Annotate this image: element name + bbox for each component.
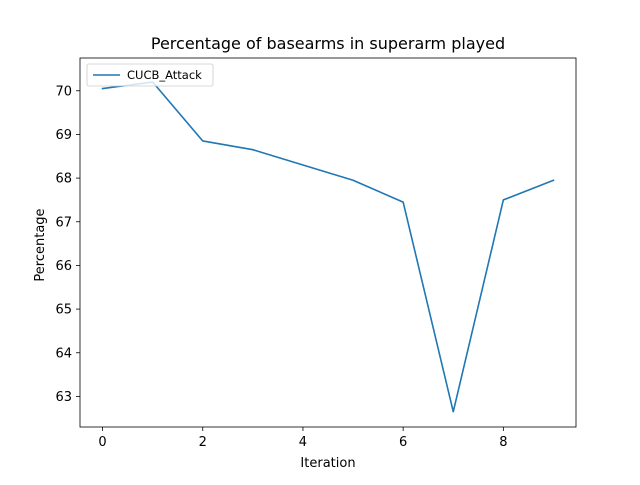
data-point (452, 411, 454, 413)
x-tick-label: 6 (399, 435, 407, 450)
data-point (102, 88, 104, 90)
y-tick-label: 63 (55, 390, 72, 405)
x-tick-label: 2 (199, 435, 207, 450)
legend: CUCB_Attack (86, 63, 214, 87)
y-tick-label: 69 (55, 128, 72, 143)
data-point (503, 199, 505, 201)
data-point (553, 179, 555, 181)
data-point (202, 140, 204, 142)
y-tick-label: 65 (55, 303, 72, 318)
y-tick-label: 70 (55, 84, 72, 99)
data-point (252, 149, 254, 151)
x-tick-label: 8 (499, 435, 507, 450)
chart-title: Percentage of basearms in superarm playe… (151, 34, 505, 53)
x-tick-label: 0 (98, 435, 106, 450)
y-axis-label: Percentage (33, 208, 48, 281)
data-point (402, 201, 404, 203)
data-point (302, 164, 304, 166)
x-axis-label: Iteration (300, 456, 355, 471)
data-point (352, 179, 354, 181)
y-tick-label: 68 (55, 172, 72, 187)
y-tick-label: 67 (55, 215, 72, 230)
y-tick-label: 66 (55, 259, 72, 274)
series-line-CUCB_Attack (101, 81, 555, 413)
y-tick-label: 64 (55, 346, 72, 361)
axes-frame (79, 57, 577, 428)
plot-area (101, 81, 555, 413)
x-tick-label: 4 (299, 435, 307, 450)
legend-box (86, 63, 214, 87)
legend-entry-label: CUCB_Attack (127, 68, 202, 82)
